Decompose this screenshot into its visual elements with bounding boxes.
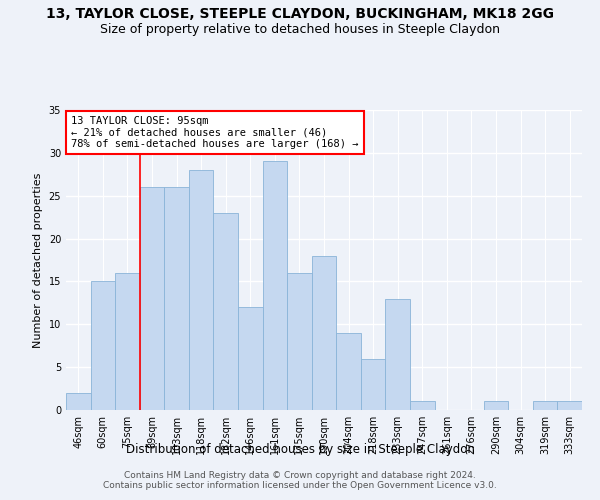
Bar bbox=[484, 402, 508, 410]
Text: Contains HM Land Registry data © Crown copyright and database right 2024.
Contai: Contains HM Land Registry data © Crown c… bbox=[103, 470, 497, 490]
Text: Distribution of detached houses by size in Steeple Claydon: Distribution of detached houses by size … bbox=[125, 442, 475, 456]
Bar bbox=[115, 273, 140, 410]
Bar bbox=[385, 298, 410, 410]
Bar bbox=[410, 402, 434, 410]
Bar bbox=[336, 333, 361, 410]
Text: 13 TAYLOR CLOSE: 95sqm
← 21% of detached houses are smaller (46)
78% of semi-det: 13 TAYLOR CLOSE: 95sqm ← 21% of detached… bbox=[71, 116, 359, 149]
Bar bbox=[214, 213, 238, 410]
Bar bbox=[238, 307, 263, 410]
Bar bbox=[557, 402, 582, 410]
Text: Size of property relative to detached houses in Steeple Claydon: Size of property relative to detached ho… bbox=[100, 22, 500, 36]
Bar bbox=[189, 170, 214, 410]
Text: 13, TAYLOR CLOSE, STEEPLE CLAYDON, BUCKINGHAM, MK18 2GG: 13, TAYLOR CLOSE, STEEPLE CLAYDON, BUCKI… bbox=[46, 8, 554, 22]
Y-axis label: Number of detached properties: Number of detached properties bbox=[33, 172, 43, 348]
Bar bbox=[263, 162, 287, 410]
Bar bbox=[140, 187, 164, 410]
Bar bbox=[91, 282, 115, 410]
Bar bbox=[66, 393, 91, 410]
Bar bbox=[533, 402, 557, 410]
Bar bbox=[312, 256, 336, 410]
Bar bbox=[164, 187, 189, 410]
Bar bbox=[361, 358, 385, 410]
Bar bbox=[287, 273, 312, 410]
